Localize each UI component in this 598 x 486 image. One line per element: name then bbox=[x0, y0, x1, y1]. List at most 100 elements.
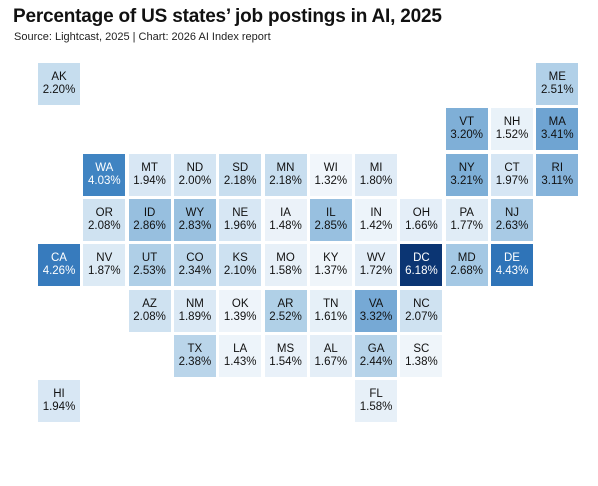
state-abbr: OR bbox=[95, 206, 113, 219]
state-abbr: CT bbox=[504, 161, 520, 174]
state-abbr: MA bbox=[548, 116, 566, 129]
state-abbr: GA bbox=[367, 342, 385, 355]
state-abbr: FL bbox=[369, 388, 383, 401]
state-abbr: NE bbox=[232, 206, 249, 219]
state-value-label: 1.66% bbox=[405, 219, 438, 232]
state-tile-sc: SC 1.38% bbox=[400, 334, 443, 377]
state-value-label: 2.08% bbox=[133, 310, 166, 323]
state-tile-fl: FL 1.58% bbox=[355, 380, 398, 423]
state-value-label: 1.87% bbox=[87, 265, 121, 278]
state-value-label: 3.11% bbox=[541, 174, 574, 187]
state-abbr: IN bbox=[370, 206, 382, 219]
state-value-label: 1.72% bbox=[359, 265, 393, 278]
state-tile-de: DE 4.43% bbox=[491, 244, 533, 287]
state-abbr: AR bbox=[277, 297, 294, 310]
state-value-label: 1.39% bbox=[223, 310, 257, 323]
state-value-label: 4.43% bbox=[495, 265, 529, 278]
state-abbr: AL bbox=[323, 342, 338, 355]
state-tile-dc: DC 6.18% bbox=[400, 244, 443, 287]
state-value-label: 1.54% bbox=[269, 355, 302, 368]
state-abbr: AZ bbox=[142, 297, 157, 310]
state-tile-il: IL 2.85% bbox=[309, 198, 352, 241]
state-abbr: RI bbox=[551, 161, 564, 174]
state-value-label: 2.07% bbox=[405, 310, 438, 323]
state-value-label: 2.44% bbox=[359, 355, 393, 368]
state-tile-tx: TX 2.38% bbox=[173, 334, 216, 377]
state-tile-ut: UT 2.53% bbox=[128, 244, 171, 287]
state-tile-in: IN 1.42% bbox=[355, 198, 398, 241]
state-abbr: UT bbox=[141, 252, 158, 265]
state-tile-ky: KY 1.37% bbox=[309, 244, 352, 287]
state-tile-ks: KS 2.10% bbox=[219, 244, 262, 287]
state-value-label: 2.68% bbox=[450, 265, 483, 278]
state-tile-ny: NY 3.21% bbox=[445, 153, 488, 196]
state-abbr: DC bbox=[413, 252, 430, 265]
state-abbr: MT bbox=[141, 161, 158, 174]
state-value-label: 2.85% bbox=[314, 219, 348, 232]
state-tile-mo: MO 1.58% bbox=[264, 244, 307, 287]
state-tile-al: AL 1.67% bbox=[309, 334, 352, 377]
state-abbr: DE bbox=[504, 252, 520, 265]
state-value-label: 2.63% bbox=[495, 219, 529, 232]
state-abbr: NJ bbox=[504, 206, 520, 219]
state-value-label: 1.96% bbox=[223, 219, 257, 232]
state-value-label: 2.10% bbox=[223, 265, 257, 278]
state-abbr: CA bbox=[51, 252, 67, 265]
state-value-label: 2.38% bbox=[178, 355, 212, 368]
state-abbr: VT bbox=[459, 116, 475, 129]
state-abbr: LA bbox=[233, 342, 248, 355]
state-tile-wv: WV 1.72% bbox=[355, 244, 398, 287]
state-value-label: 1.89% bbox=[178, 310, 212, 323]
state-tile-mt: MT 1.94% bbox=[128, 153, 171, 196]
chart-title: Percentage of US states’ job postings in… bbox=[13, 6, 442, 27]
state-tile-vt: VT 3.20% bbox=[445, 108, 488, 151]
state-value-label: 1.37% bbox=[314, 265, 348, 278]
state-abbr: AK bbox=[51, 71, 67, 83]
state-value-label: 1.77% bbox=[450, 219, 483, 232]
state-abbr: NC bbox=[413, 297, 430, 310]
state-abbr: WA bbox=[95, 161, 114, 174]
state-abbr: HI bbox=[53, 388, 65, 401]
state-value-label: 1.43% bbox=[223, 355, 257, 368]
state-abbr: NY bbox=[458, 161, 475, 174]
state-abbr: NV bbox=[96, 252, 113, 265]
state-tile-wy: WY 2.83% bbox=[173, 198, 216, 241]
state-tile-nh: NH 1.52% bbox=[491, 108, 533, 151]
state-abbr: IL bbox=[326, 206, 336, 219]
state-abbr: SC bbox=[413, 342, 430, 355]
state-tile-nj: NJ 2.63% bbox=[491, 198, 533, 241]
state-abbr: WV bbox=[366, 252, 386, 265]
state-abbr: MD bbox=[457, 252, 476, 265]
state-abbr: CO bbox=[186, 252, 204, 265]
state-abbr: WI bbox=[323, 161, 338, 174]
state-abbr: KY bbox=[323, 252, 339, 265]
state-tile-oh: OH 1.66% bbox=[400, 198, 443, 241]
state-abbr: MS bbox=[276, 342, 295, 355]
state-abbr: ME bbox=[548, 71, 566, 83]
state-value-label: 1.80% bbox=[359, 174, 393, 187]
state-tile-co: CO 2.34% bbox=[173, 244, 216, 287]
state-value-label: 1.94% bbox=[42, 401, 76, 414]
state-abbr: KS bbox=[232, 252, 248, 265]
state-abbr: VA bbox=[368, 297, 384, 310]
state-value-label: 4.03% bbox=[87, 174, 121, 187]
state-tile-sd: SD 2.18% bbox=[219, 153, 262, 196]
state-value-label: 1.61% bbox=[314, 310, 348, 323]
state-tile-hi: HI 1.94% bbox=[38, 380, 80, 423]
state-tile-nd: ND 2.00% bbox=[173, 153, 216, 196]
state-value-label: 3.20% bbox=[450, 129, 483, 142]
state-value-label: 2.00% bbox=[178, 174, 212, 187]
state-value-label: 1.32% bbox=[314, 174, 348, 187]
state-value-label: 2.20% bbox=[42, 84, 76, 96]
state-tile-ri: RI 3.11% bbox=[536, 153, 579, 196]
state-tile-me: ME 2.51% bbox=[536, 63, 579, 105]
state-tile-wa: WA 4.03% bbox=[83, 153, 126, 196]
state-tile-ct: CT 1.97% bbox=[491, 153, 533, 196]
state-tile-ak: AK 2.20% bbox=[38, 63, 80, 105]
state-value-label: 1.97% bbox=[495, 174, 529, 187]
state-value-label: 1.67% bbox=[314, 355, 348, 368]
state-abbr: ID bbox=[143, 206, 156, 219]
state-value-label: 2.86% bbox=[133, 219, 166, 232]
state-value-label: 4.26% bbox=[42, 265, 76, 278]
